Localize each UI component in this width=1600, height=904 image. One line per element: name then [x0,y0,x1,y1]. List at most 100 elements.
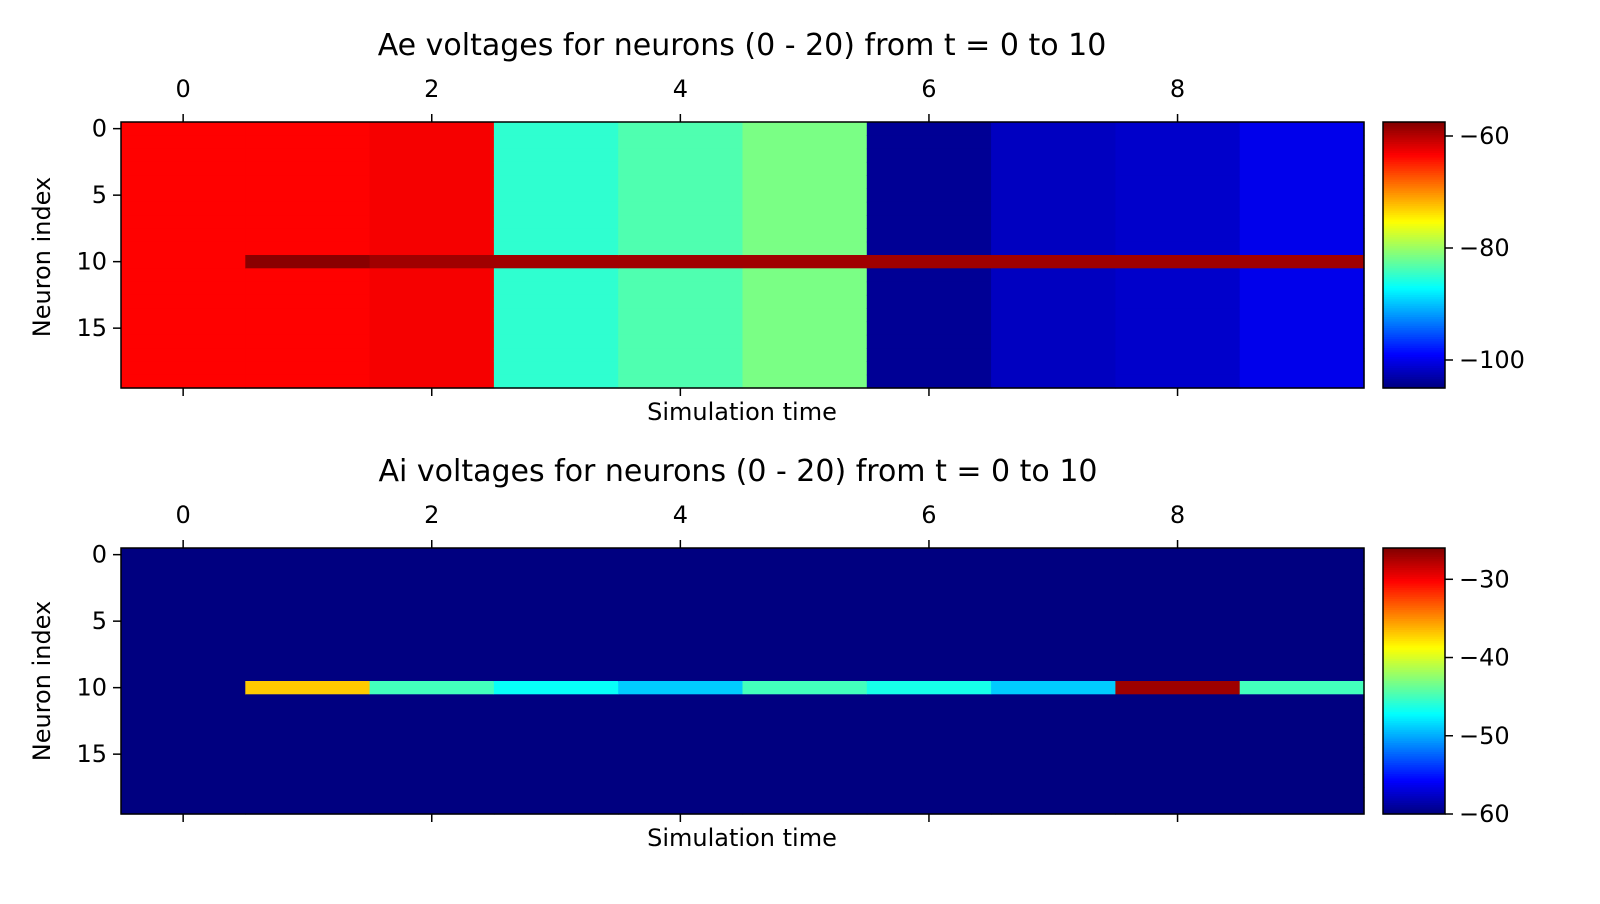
ai-heatmap-cell [1115,681,1241,695]
ae-colorbar-segment [1383,332,1445,336]
ai-heatmap-cell [866,747,992,762]
ai-heatmap-cell [742,734,868,749]
ae-colorbar-segment [1383,226,1445,229]
ai-heatmap-cell [991,681,1116,695]
ai-heatmap-cell [121,681,246,695]
ae-heatmap-cell [618,188,744,203]
ai-colorbar-segment [1383,676,1445,680]
ai-colorbar-segment [1383,548,1445,551]
ae-heatmap-cell [369,148,495,163]
ai-heatmap-frame [120,547,1365,815]
ae-heatmap-cell [742,215,868,229]
ae-heatmap-cell [1239,161,1365,176]
ae-heatmap-cell [121,201,246,216]
ai-colorbar-segment [1383,811,1445,815]
ae-colorbar-segment [1383,292,1445,296]
ai-axis-ticks: 0 2 4 6 8 0 5 10 15 [76,501,1185,822]
ae-colorbar-segment [1383,157,1445,161]
ae-heatmap-cell [1115,241,1241,256]
ai-heatmap-cell [493,774,619,788]
ai-heatmap-cell [618,667,744,682]
ai-heatmap-cell [369,601,495,616]
ae-heatmap-cell [866,361,992,376]
ae-heatmap-cell [742,188,868,203]
ae-heatmap-cell [369,175,495,190]
ai-heatmap-cell [493,548,619,562]
ai-heatmap-cell [493,654,619,669]
ae-colorbar-tick-label: −100 [1459,346,1525,374]
ai-colorbar-segment [1383,621,1445,624]
ae-heatmap-cell [493,122,619,136]
ai-heatmap-cell [1239,561,1365,576]
ae-heatmap-cell [245,361,371,376]
ae-colorbar-segment [1383,144,1445,147]
ae-heatmap-cell [618,241,744,256]
ai-heatmap-cell [369,681,495,695]
ae-heatmap-cell [493,334,619,349]
ai-heatmap-cell [245,734,371,749]
ai-colorbar-segment [1383,791,1445,795]
ae-heatmap-cell [1115,308,1241,323]
ai-colorbar-segment [1383,583,1445,587]
ai-heatmap-cell [245,654,371,669]
ae-heatmap-cell [991,294,1116,309]
ae-colorbar: −60 −80 −100 [1382,121,1525,389]
ae-heatmap-cell [245,308,371,323]
ae-heatmap-cell [245,294,371,309]
ai-heatmap-cell [369,574,495,589]
ae-heatmap-cell [121,348,246,362]
ae-heatmap-cell [742,201,868,216]
ai-heatmap-cell [618,627,744,642]
ae-heatmap-cell [1115,348,1241,362]
ae-colorbar-tick-label: −60 [1459,122,1510,150]
ai-heatmap-cell [369,654,495,669]
ai-heatmap-cell [742,760,868,775]
ae-heatmap-cell [991,201,1116,216]
ai-heatmap-cell [991,747,1116,762]
ae-heatmap-cell [866,255,992,269]
ai-heatmap-cell [369,641,495,655]
ae-heatmap-cell [493,188,619,203]
ai-heatmap-cell [369,734,495,749]
ae-heatmap-cell [1115,188,1241,203]
ae-heatmap-cell [618,308,744,323]
ai-heatmap-cell [866,694,992,709]
ae-colorbar-segment [1383,354,1445,358]
ae-colorbar-segment [1383,255,1445,258]
ai-heatmap-cell [742,614,868,629]
ai-heatmap-cell [493,574,619,589]
ae-heatmap-cell [1239,294,1365,309]
ae-colorbar-segment [1383,175,1445,179]
ae-colorbar-segment [1383,150,1445,154]
ae-colorbar-segment [1383,172,1445,176]
ai-heatmap-cell [866,641,992,655]
ai-colorbar-segment [1383,683,1445,687]
ae-heatmap-cell [1115,361,1241,376]
ai-heatmap-cell [1239,667,1365,682]
ae-heatmap-cell [493,228,619,243]
ae-heatmap-cell [121,161,246,176]
ai-heatmap-cell [991,614,1116,629]
ae-colorbar-segment [1383,239,1445,243]
ae-heatmap-cell [121,175,246,190]
ae-heatmap-cell [493,201,619,216]
ai-colorbar-segment [1383,794,1445,797]
ae-colorbar-segment [1383,301,1445,305]
ai-heatmap-cell [121,760,246,775]
ai-colorbar-segment [1383,618,1445,622]
ae-colorbar-segment [1383,181,1445,185]
ae-x-tick-label: 2 [424,75,439,103]
ai-colorbar-segment [1383,610,1445,613]
ae-heatmap-cell [742,135,868,150]
ae-heatmap-cell [991,215,1116,229]
ai-colorbar-segment [1383,663,1445,667]
ae-colorbar-segment [1383,365,1445,369]
ae-heatmap-cell [493,268,619,283]
ae-heatmap-cell [369,294,495,309]
ai-colorbar-segment [1383,652,1445,655]
ae-heatmap-cell [618,161,744,176]
ae-colorbar-segment [1383,325,1445,329]
ae-heatmap-cell [1239,348,1365,362]
ae-heatmap-cell [1115,374,1241,389]
ae-heatmap-cell [245,228,371,243]
